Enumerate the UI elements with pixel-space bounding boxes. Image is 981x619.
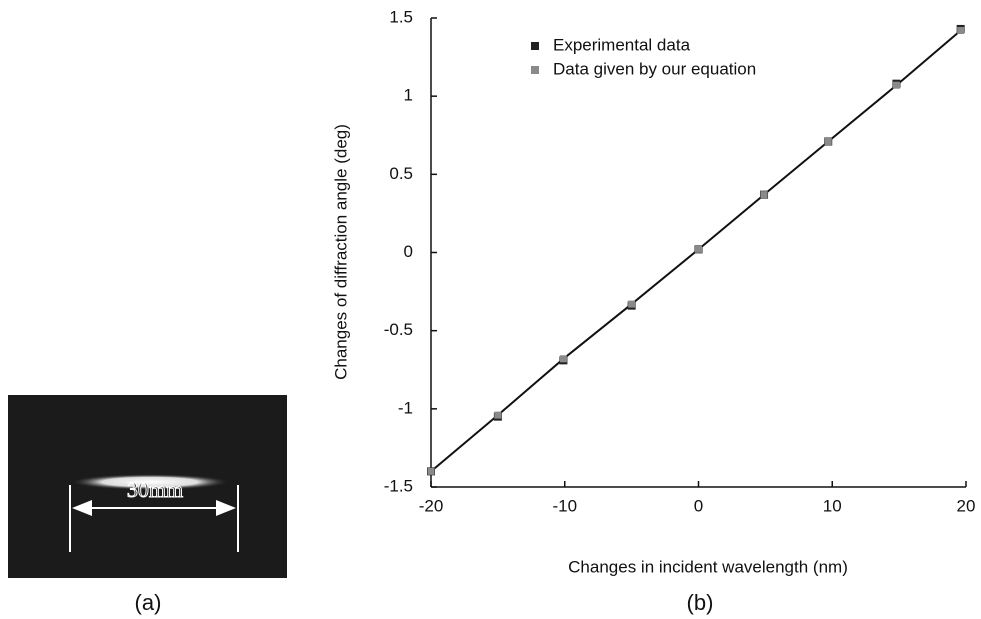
- scale-text: 30mm: [127, 477, 183, 502]
- data-point: [559, 355, 567, 363]
- x-tick-label: -20: [419, 496, 444, 515]
- data-point: [760, 191, 768, 199]
- x-tick-label: 0: [694, 496, 703, 515]
- data-point: [824, 138, 832, 146]
- y-tick-label: 0: [404, 242, 413, 261]
- data-point: [427, 467, 435, 475]
- y-axis-label: Changes of diffraction angle (deg): [331, 124, 350, 380]
- x-tick-label: 20: [957, 496, 976, 515]
- data-point: [892, 81, 900, 89]
- legend-label: Data given by our equation: [553, 59, 756, 78]
- x-tick-label: 10: [823, 496, 842, 515]
- data-point: [494, 411, 502, 419]
- y-tick-label: -1: [398, 398, 413, 417]
- legend-marker: [531, 42, 539, 50]
- arrow-head: [216, 500, 236, 516]
- y-tick-label: -1.5: [384, 476, 413, 495]
- y-tick-label: -0.5: [384, 320, 413, 339]
- data-point: [957, 27, 965, 35]
- legend-marker: [531, 66, 539, 74]
- beam-spot: [70, 474, 230, 490]
- y-tick-label: 0.5: [389, 164, 413, 183]
- x-axis-label: Changes in incident wavelength (nm): [568, 557, 848, 576]
- data-point: [695, 245, 702, 253]
- panel-label: (a): [135, 590, 162, 615]
- y-tick-label: 1.5: [389, 7, 413, 26]
- y-tick-label: 1: [404, 86, 413, 105]
- x-tick-label: -10: [552, 496, 577, 515]
- panel-label: (b): [687, 590, 714, 615]
- scale-bar: [69, 485, 239, 552]
- arrow-head: [72, 500, 92, 516]
- legend-label: Experimental data: [553, 35, 691, 54]
- data-point: [628, 300, 636, 308]
